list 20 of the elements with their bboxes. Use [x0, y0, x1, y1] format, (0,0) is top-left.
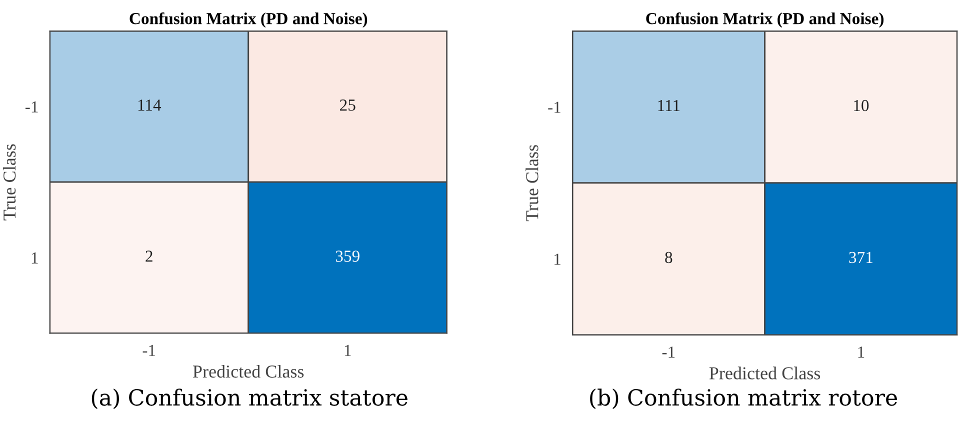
x-tick-label: 1: [858, 346, 864, 358]
data-label: 25: [340, 100, 356, 111]
data-label: 8: [665, 252, 672, 264]
data-label: 111: [658, 100, 680, 111]
chart-title: Confusion Matrix (PD and Noise): [646, 12, 884, 28]
x-axis-title: Predicted Class: [192, 364, 304, 378]
x-tick-label: 1: [344, 344, 351, 356]
x-tick-label: -1: [662, 346, 675, 358]
y-axis-title: True Class: [2, 144, 16, 220]
data-label: 2: [146, 250, 152, 262]
chart-title: Confusion Matrix (PD and Noise): [130, 12, 368, 28]
text: (b) Confusion matrix rotore: [590, 388, 898, 409]
y-axis-title: True Class: [526, 145, 538, 222]
x-tick-label: -1: [142, 344, 156, 356]
data-label: 114: [138, 100, 162, 111]
x-axis-title: Predicted Class: [709, 366, 820, 380]
data-label: 371: [849, 252, 872, 264]
text: (a) Confusion matrix statore: [92, 388, 408, 409]
data-label: 359: [336, 250, 360, 262]
data-label: 10: [854, 100, 869, 112]
